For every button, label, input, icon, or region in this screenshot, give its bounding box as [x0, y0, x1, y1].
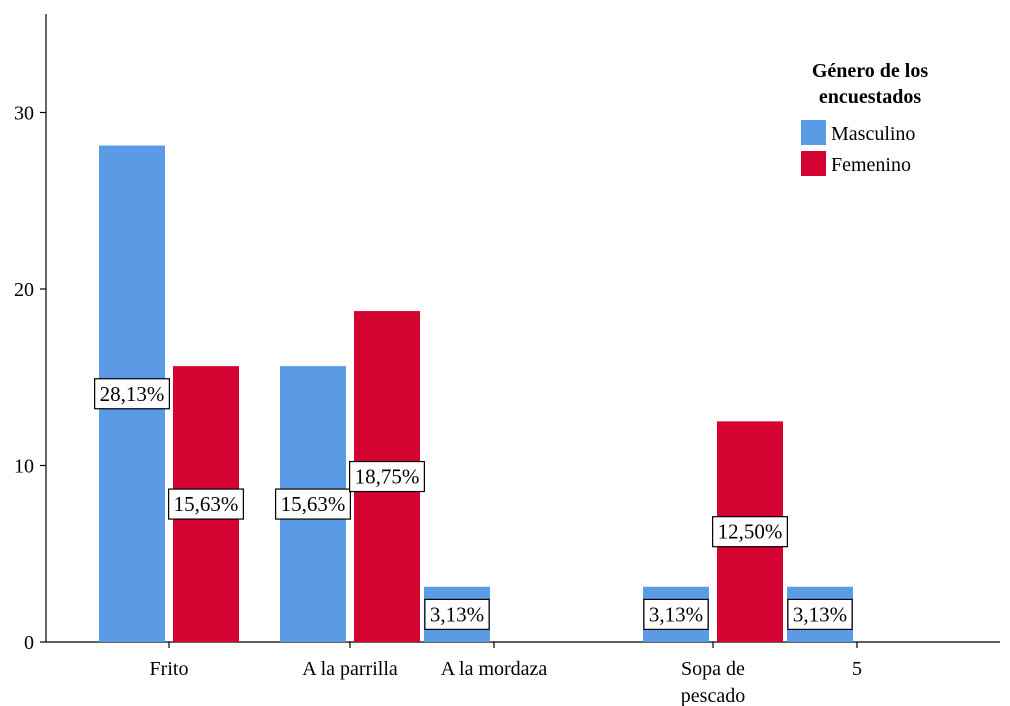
data-label-text: 15,63% [281, 492, 346, 516]
y-tick-label: 0 [24, 632, 34, 654]
data-label-text: 3,13% [649, 602, 703, 626]
legend-label-masculino: Masculino [831, 123, 915, 145]
data-label-box [712, 516, 788, 548]
bars [99, 145, 853, 642]
category-label: Sopa de [681, 658, 745, 680]
data-label: 3,13% [643, 598, 709, 630]
legend-label-femenino: Femenino [831, 154, 911, 176]
data-label-text: 12,50% [718, 520, 783, 544]
data-label-box [168, 488, 244, 520]
category-label: A la parrilla [302, 658, 398, 680]
legend-title: encuestados [819, 86, 921, 108]
legend-title: Género de los [812, 60, 929, 82]
data-label-text: 3,13% [430, 602, 484, 626]
category-label: 5 [852, 658, 862, 680]
category-label: A la mordaza [441, 658, 548, 680]
data-label-box [787, 598, 853, 630]
category-labels: Frito A la parrilla A la mordaza Sopa de pes… [150, 642, 862, 706]
data-label-text: 15,63% [174, 492, 239, 516]
data-label: 12,50% [712, 516, 788, 548]
data-label: 18,75% [349, 460, 425, 493]
data-label: 3,13% [787, 598, 853, 630]
y-tick-label: 20 [14, 279, 34, 301]
data-label-box [275, 488, 351, 520]
data-label: 28,13% [94, 378, 170, 410]
data-label-box [424, 598, 490, 630]
y-tick-label: 10 [14, 456, 34, 478]
legend: Género de los encuestados Masculino Femenin… [801, 60, 928, 176]
data-label-box [94, 378, 170, 410]
legend-swatch-masculino [801, 120, 826, 145]
data-label-box [349, 460, 425, 493]
data-label-text: 3,13% [793, 602, 847, 626]
y-tick-label: 30 [14, 103, 34, 125]
data-label-text: 28,13% [100, 382, 165, 406]
data-labels: 28,13% 15,63% 3,13% 3,13% 3,13% 15,63% 18,75% 1… [94, 378, 853, 630]
category-label: Frito [150, 658, 189, 680]
data-label: 15,63% [275, 488, 351, 520]
data-label-box [643, 598, 709, 630]
data-label: 15,63% [168, 488, 244, 520]
category-label: pescado [681, 685, 745, 706]
legend-swatch-femenino [801, 151, 826, 176]
y-ticks: 0 10 20 30 [14, 103, 46, 654]
data-label-text: 18,75% [355, 465, 420, 489]
data-label: 3,13% [424, 598, 490, 630]
